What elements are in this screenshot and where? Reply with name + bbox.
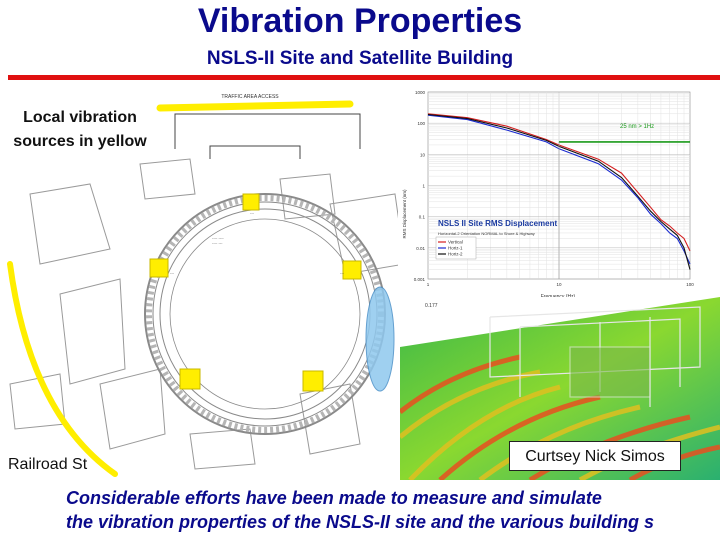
x-tick-label: 10 xyxy=(556,282,562,287)
svg-text:---- ---: ---- --- xyxy=(212,240,223,245)
title-divider xyxy=(8,75,720,80)
vibration-sources xyxy=(149,193,362,392)
svg-text:---: --- xyxy=(170,270,175,275)
y-tick-label: 0.001 xyxy=(414,277,426,282)
site-plan-drawing: TRAFFIC AREA ACCESS ---- ---- ---- --- -… xyxy=(7,94,406,477)
y-axis-label: RMS Displacement (nm) xyxy=(402,189,407,239)
series-line-horiz-2 xyxy=(427,113,691,270)
chart-background xyxy=(398,84,714,302)
svg-text:---: --- xyxy=(250,210,255,215)
y-tick-label: 10 xyxy=(420,152,426,157)
storage-ring xyxy=(144,193,386,435)
image-credit: Curtsey Nick Simos xyxy=(509,441,681,471)
vibration-bands xyxy=(400,354,720,480)
yellow-railroad xyxy=(7,261,118,477)
access-lines xyxy=(174,113,361,159)
svg-text:0.177: 0.177 xyxy=(425,303,438,309)
vibration-sources-label: Local vibration sources in yellow xyxy=(13,109,147,150)
footer-text-line2: the vibration properties of the NSLS-II … xyxy=(66,512,655,532)
svg-text:---- ----: ---- ---- xyxy=(212,235,224,240)
series-line-horiz-1 xyxy=(427,114,691,265)
footer-text-line1: Considerable efforts have been made to m… xyxy=(66,488,602,508)
traffic-area-label: TRAFFIC AREA ACCESS xyxy=(221,94,279,100)
railroad-label: Railroad St xyxy=(8,456,88,473)
blue-zone xyxy=(365,286,395,392)
slide-title: Vibration Properties xyxy=(197,2,523,40)
yellow-road-top xyxy=(156,100,354,112)
chart-title: NSLS II Site RMS Displacement xyxy=(438,219,557,228)
threshold-annotation: 25 nm > 1Hz xyxy=(620,124,654,130)
legend-label: Vertical xyxy=(448,240,463,245)
surrounding-buildings xyxy=(9,158,406,470)
building-frame xyxy=(489,306,701,407)
y-tick-label: 100 xyxy=(417,121,425,126)
series-line-vertical xyxy=(427,113,691,252)
y-tick-label: 0.01 xyxy=(416,246,425,251)
x-tick-label: 1 xyxy=(427,282,430,287)
legend-label: Horiz-2 xyxy=(448,252,463,257)
slide-subtitle: NSLS-II Site and Satellite Building xyxy=(206,48,514,69)
chart-subtitle: Horizontal-2 Orientation NORMAL to Shore… xyxy=(438,231,535,236)
x-tick-label: 100 xyxy=(686,282,694,287)
svg-text:---: --- xyxy=(340,270,345,275)
y-tick-label: 0.1 xyxy=(419,215,426,220)
y-tick-label: 1000 xyxy=(415,90,426,95)
legend-label: Horiz-1 xyxy=(448,246,463,251)
y-tick-label: 1 xyxy=(422,184,425,189)
